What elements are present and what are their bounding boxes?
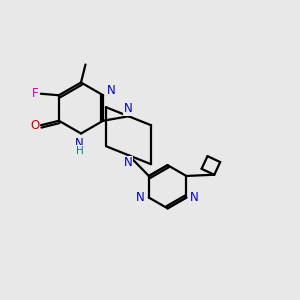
Text: O: O	[30, 119, 40, 132]
Text: N: N	[124, 156, 132, 169]
Text: F: F	[32, 87, 38, 100]
Text: N: N	[190, 191, 199, 204]
Text: N: N	[107, 84, 116, 97]
Text: H: H	[76, 146, 83, 156]
Text: N: N	[75, 137, 84, 151]
Text: N: N	[124, 102, 132, 115]
Text: N: N	[136, 191, 145, 204]
